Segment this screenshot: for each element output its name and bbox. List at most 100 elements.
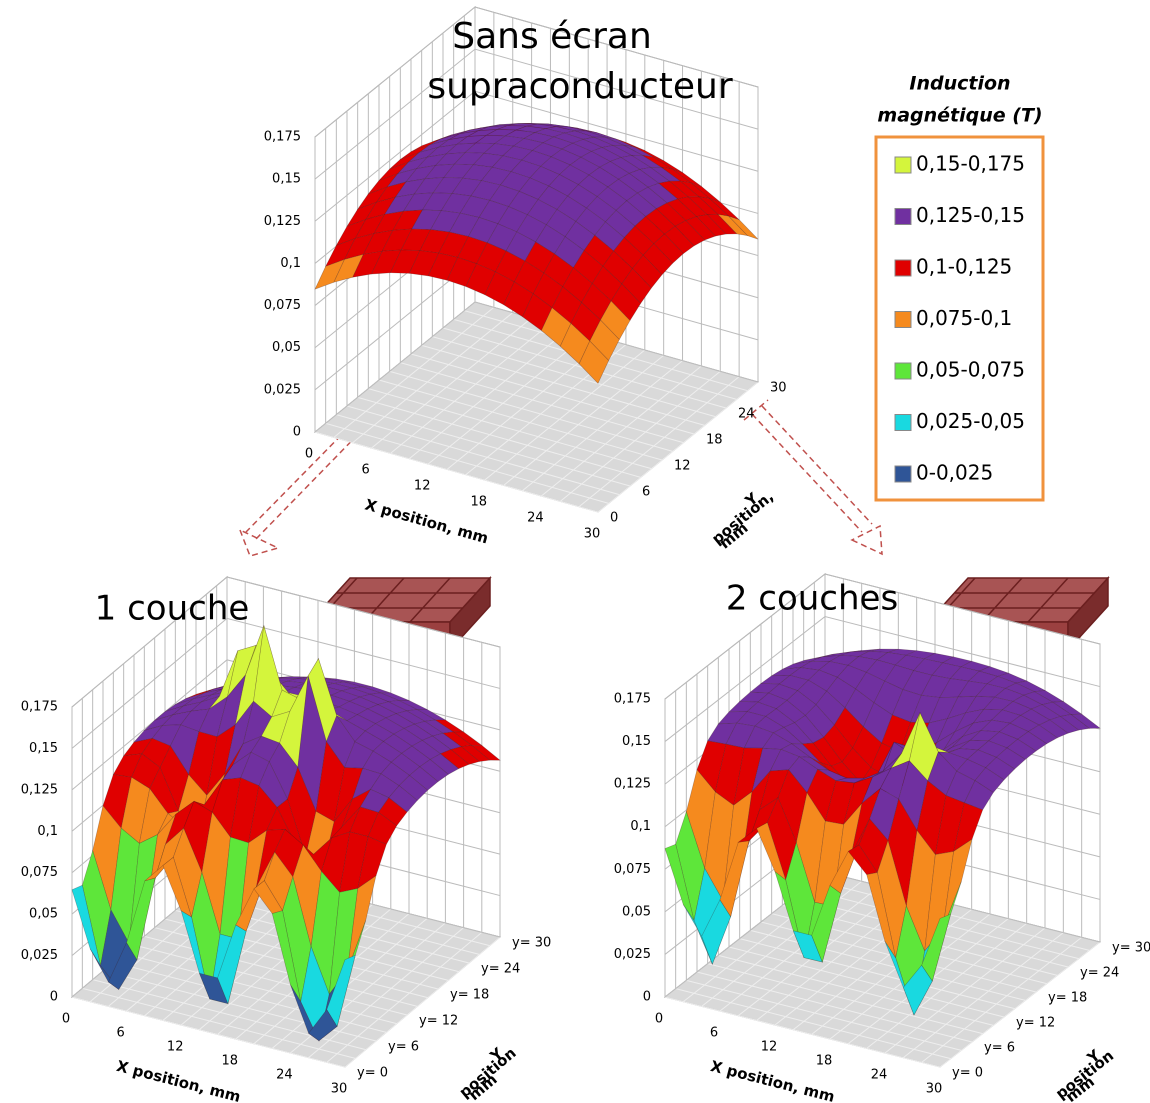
z-tick-label: 0,15: [272, 172, 301, 187]
floor-grid: [578, 376, 740, 508]
floor-grid: [371, 317, 532, 449]
surface-patch: [378, 797, 408, 827]
z-tick-label: 0,025: [21, 948, 58, 963]
z-grid-line: [314, 301, 759, 433]
z-tick-label: 0: [293, 425, 301, 440]
floor-grid: [133, 944, 408, 1016]
y-tick-label: 6: [642, 485, 650, 500]
y-tick-label: y= 12: [419, 1014, 458, 1029]
floor-grid: [346, 405, 631, 487]
floor-grid: [718, 954, 994, 1026]
arrow-right: [743, 399, 883, 556]
floor-grid: [522, 360, 683, 492]
panel-title: supraconducteur: [427, 66, 732, 107]
floor-grid: [409, 328, 570, 460]
panel: 0 0,025 0,05 0,075 0,1 0,125 0,15 0,175 0 6 12 18 24…: [21, 575, 551, 1103]
x-tick-label: 0: [655, 1012, 663, 1027]
floor-grid: [308, 927, 464, 1059]
surface-patch: [357, 836, 387, 890]
floor-grid: [427, 333, 589, 465]
x-tick-label: 0: [305, 447, 313, 462]
z-tick-label: 0,125: [264, 214, 301, 229]
x-tick-label: 30: [331, 1082, 348, 1097]
legend-label: 0,1-0,125: [916, 255, 1012, 279]
surface-patch: [921, 913, 952, 982]
y-tick-label: y= 24: [1080, 966, 1119, 981]
panel-title: 1 couche: [95, 589, 250, 629]
z-grid-line: [71, 576, 501, 708]
floor-grid: [400, 362, 684, 444]
floor-grid: [144, 935, 418, 1007]
surface-patch: [439, 749, 470, 770]
z-grid-line: [664, 573, 1101, 700]
floor-grid: [389, 370, 673, 452]
surface-patch: [621, 268, 652, 304]
legend-label: 0,15-0,175: [916, 152, 1025, 176]
x-tick-label: 24: [527, 511, 544, 526]
floor-grid: [421, 344, 705, 426]
x-tick-label: 0: [62, 1012, 70, 1027]
legend-title: Induction: [909, 73, 1010, 95]
floor-grid: [333, 306, 495, 438]
floor-grid: [939, 941, 1101, 1068]
y-tick-label: 0: [610, 511, 618, 526]
y-tick-label: y= 0: [357, 1066, 388, 1081]
legend-swatch: [894, 156, 912, 174]
x-tick-label: 6: [361, 463, 369, 478]
floor-grid: [410, 353, 695, 435]
surface-patch: [1038, 719, 1069, 739]
legend-title: magnétique (T): [877, 105, 1042, 127]
surface-patch: [1017, 731, 1048, 752]
x-tick-label: 24: [276, 1068, 293, 1083]
floor-grid: [664, 996, 941, 1068]
z-tick-label: 0,05: [29, 907, 58, 922]
y-tick-label: y= 18: [450, 988, 489, 1003]
legend-label: 0,05-0,075: [916, 358, 1025, 382]
legend-swatch: [894, 414, 912, 431]
legend-swatch: [894, 465, 912, 483]
x-tick-label: 12: [167, 1040, 184, 1055]
floor-grid: [432, 336, 716, 418]
z-tick-label: 0,025: [264, 382, 301, 397]
x-tick-label: 18: [471, 495, 488, 510]
y-tick-label: y= 12: [1016, 1016, 1055, 1031]
floor-grid: [344, 936, 501, 1068]
floor-grid: [113, 961, 387, 1033]
z-grid-line: [664, 616, 1101, 742]
z-tick-label: 0,1: [37, 824, 58, 839]
z-tick-label: 0,125: [21, 782, 58, 797]
y-tick-label: y= 30: [1112, 941, 1150, 956]
floor-grid: [597, 381, 759, 513]
x-tick-label: 12: [414, 479, 431, 494]
legend-label: 0-0,025: [916, 461, 993, 485]
z-tick-label: 0,125: [614, 777, 651, 792]
z-tick-label: 0,175: [264, 130, 301, 145]
floor-grid: [559, 370, 721, 502]
z-tick-label: 0,05: [622, 904, 651, 919]
x-tick-label: 6: [710, 1026, 718, 1041]
floor-grid: [484, 349, 646, 481]
y-tick-label: y= 0: [952, 1066, 983, 1081]
floor-grid: [728, 946, 1005, 1018]
floor-grid: [866, 922, 1027, 1049]
surface-patch: [716, 213, 749, 237]
floor-grid: [675, 988, 951, 1060]
y-tick-label: y= 30: [512, 936, 551, 951]
floor-grid: [368, 388, 652, 470]
floor-grid: [390, 322, 551, 454]
floor-grid: [921, 936, 1082, 1063]
floor-grid: [884, 927, 1046, 1054]
z-tick-label: 0,075: [264, 298, 301, 313]
z-tick-label: 0,175: [21, 700, 58, 715]
surface-patch: [408, 766, 439, 791]
z-tick-label: 0,025: [614, 947, 651, 962]
surface-patch: [326, 954, 356, 1028]
y-tick-label: y= 6: [388, 1040, 419, 1055]
y-tick-label: y= 18: [1048, 991, 1087, 1006]
surface-patch: [1070, 713, 1101, 729]
legend-label: 0,025-0,05: [916, 409, 1025, 433]
z-tick-label: 0,1: [630, 819, 651, 834]
x-tick-label: 30: [584, 527, 601, 542]
y-tick-label: 24: [738, 407, 755, 422]
y-tick-label: 12: [674, 459, 691, 474]
